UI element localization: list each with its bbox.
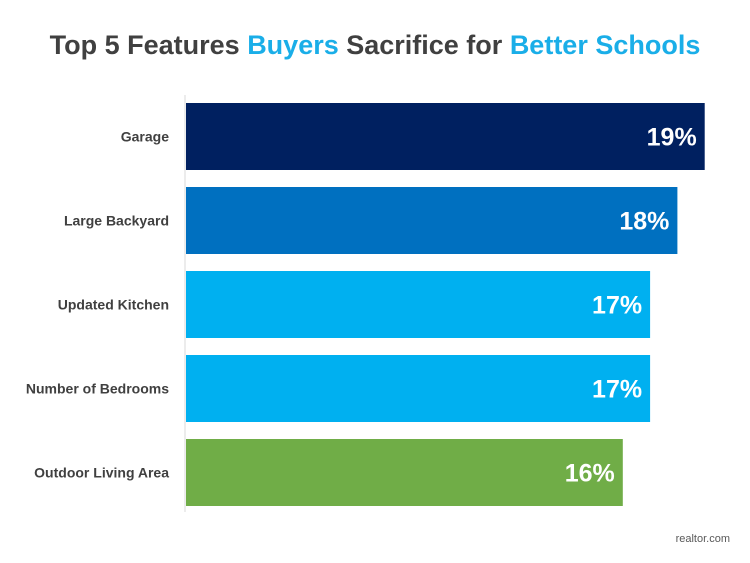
value-label: 17% xyxy=(592,376,642,404)
category-label: Outdoor Living Area xyxy=(34,465,169,481)
category-label: Large Backyard xyxy=(64,213,169,229)
bar xyxy=(186,355,651,422)
value-label: 18% xyxy=(619,208,669,236)
bar xyxy=(186,187,678,254)
category-label: Garage xyxy=(121,129,169,145)
category-label: Number of Bedrooms xyxy=(26,381,169,397)
title-part-1: Top 5 Features xyxy=(49,30,248,60)
value-label: 19% xyxy=(647,124,697,152)
chart-title: Top 5 Features Buyers Sacrifice for Bett… xyxy=(0,30,750,61)
bar xyxy=(186,103,705,170)
bar xyxy=(186,271,651,338)
bar xyxy=(186,439,623,506)
title-highlight-buyers: Buyers xyxy=(247,30,339,60)
title-highlight-better-schools: Better Schools xyxy=(509,30,701,60)
title-part-3: Sacrifice for xyxy=(338,30,510,60)
value-label: 17% xyxy=(592,292,642,320)
value-label: 16% xyxy=(565,460,615,488)
category-label: Updated Kitchen xyxy=(58,297,169,313)
source-credit: realtor.com xyxy=(675,533,730,545)
